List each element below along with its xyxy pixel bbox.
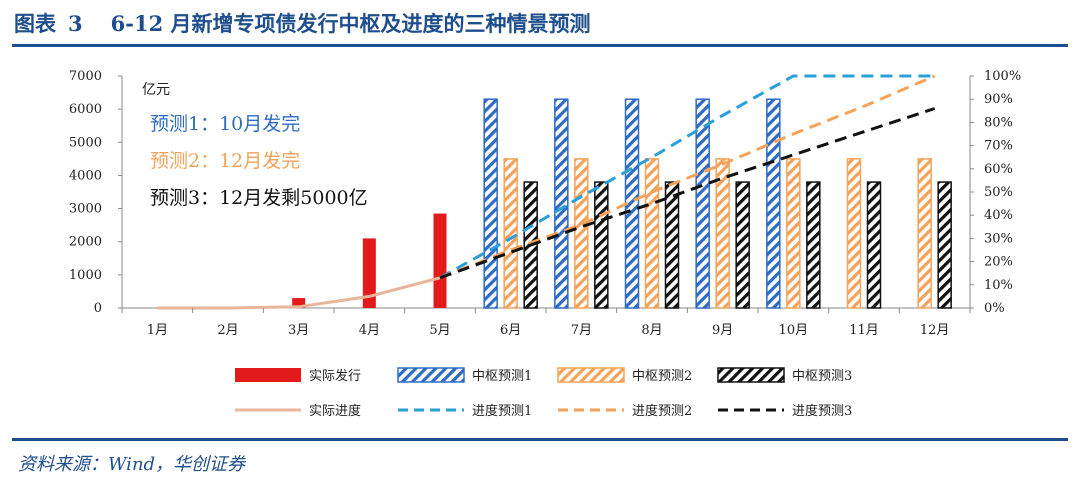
y2-tick-label: 0%	[984, 301, 1005, 316]
bar-中枢预测1-7月	[554, 98, 569, 309]
x-tick-label: 12月	[920, 323, 950, 338]
y-tick-label: 6000	[69, 102, 102, 117]
annotation-1: 预测1：10月发完	[150, 113, 300, 135]
y2-tick-label: 80%	[984, 115, 1013, 130]
legend-label-实际进度: 实际进度	[309, 403, 361, 419]
y2-tick-label: 30%	[984, 231, 1013, 246]
x-tick-label: 1月	[147, 323, 168, 338]
axes: 0 1000 2000 3000 4000 5000 6000 7000 0% 10% 20% 30%…	[69, 69, 1021, 338]
line-进度预测2	[439, 74, 936, 280]
bar-中枢预测3-8月	[664, 181, 680, 309]
annotation-2: 预测2：12月发完	[150, 150, 300, 172]
bar-中枢预测2-7月	[574, 158, 589, 309]
bar-中枢预测2-6月	[503, 158, 518, 309]
x-tick-label: 10月	[779, 323, 809, 338]
bar-中枢预测3-10月	[806, 181, 821, 309]
y2-tick-label: 40%	[984, 208, 1013, 223]
y-tick-label: 0	[94, 301, 102, 316]
legend: 实际发行 中枢预测1 中枢预测2 中枢预测3 实际进度 进度预测1 进度预测2 进度预测3	[235, 367, 852, 419]
bar-实际发行-5月	[433, 213, 447, 308]
y2-tick-label: 90%	[984, 92, 1013, 107]
legend-swatch-实际发行	[235, 368, 301, 382]
y2-tick-label: 20%	[984, 255, 1013, 270]
bar-中枢预测2-8月	[644, 158, 660, 309]
x-tick-label: 9月	[712, 323, 733, 338]
source-note: 资料来源：Wind，华创证券	[18, 454, 246, 475]
x-tick-label: 3月	[288, 323, 309, 338]
bar-中枢预测3-7月	[594, 181, 609, 309]
y-tick-label: 3000	[69, 202, 102, 217]
line-进度预测1	[439, 74, 935, 280]
x-tick-label: 5月	[429, 323, 450, 338]
legend-swatch-中枢预测1	[397, 367, 465, 383]
bar-中枢预测3-11月	[866, 181, 882, 309]
legend-label-中枢预测2: 中枢预测2	[632, 369, 692, 384]
bar-中枢预测3-9月	[735, 181, 750, 309]
bar-中枢预测3-12月	[937, 181, 952, 309]
y2-tick-label: 100%	[984, 69, 1021, 84]
y-tick-label: 7000	[69, 69, 102, 84]
title-rule	[12, 44, 1068, 47]
bar-中枢预测1-6月	[483, 98, 498, 309]
x-tick-label: 6月	[500, 323, 521, 338]
legend-swatch-中枢预测3	[717, 367, 785, 383]
x-tick-label: 7月	[571, 323, 592, 338]
x-tick-label: 2月	[217, 323, 238, 338]
figure-label: 图表	[14, 11, 56, 36]
bar-中枢预测2-11月	[846, 158, 862, 309]
bar-实际发行-3月	[292, 298, 306, 308]
bar-实际发行-4月	[362, 238, 376, 308]
y-tick-label: 2000	[69, 235, 102, 250]
figure-title-text: 6-12 月新增专项债发行中枢及进度的三种情景预测	[110, 11, 591, 36]
legend-label-进度预测2: 进度预测2	[632, 403, 692, 419]
legend-label-进度预测1: 进度预测1	[472, 403, 532, 419]
legend-label-实际发行: 实际发行	[309, 368, 361, 384]
bar-中枢预测2-12月	[917, 158, 932, 309]
y-tick-label: 1000	[69, 268, 102, 283]
y-tick-label: 5000	[69, 135, 102, 150]
bar-中枢预测2-9月	[715, 158, 730, 309]
figure-title: 图表 3 6-12 月新增专项债发行中枢及进度的三种情景预测	[14, 6, 591, 42]
line-layer	[157, 74, 936, 310]
legend-swatch-中枢预测2	[557, 367, 625, 383]
x-tick-label: 11月	[849, 323, 879, 338]
y2-tick-label: 50%	[984, 185, 1013, 200]
source-rule	[12, 438, 1068, 441]
line-进度预测3	[439, 107, 936, 280]
bar-中枢预测2-10月	[786, 158, 801, 309]
line-实际进度	[157, 276, 441, 310]
y2-tick-label: 70%	[984, 139, 1013, 154]
x-tick-label: 4月	[359, 323, 380, 338]
legend-label-中枢预测3: 中枢预测3	[792, 369, 852, 384]
x-tick-label: 8月	[641, 323, 662, 338]
bar-中枢预测1-9月	[695, 98, 710, 309]
y2-tick-label: 60%	[984, 162, 1013, 177]
bar-中枢预测1-10月	[766, 98, 781, 309]
bar-layer	[292, 98, 952, 309]
figure-number: 3	[68, 11, 83, 36]
y-tick-label: 4000	[69, 168, 102, 183]
legend-label-中枢预测1: 中枢预测1	[472, 369, 532, 384]
y-unit-label: 亿元	[142, 82, 170, 98]
combo-chart: 0 1000 2000 3000 4000 5000 6000 7000 0% 10% 20% 30%…	[69, 69, 1021, 419]
y2-tick-label: 10%	[984, 278, 1013, 293]
annotation-3: 预测3：12月发剩5000亿	[150, 187, 368, 209]
legend-label-进度预测3: 进度预测3	[792, 403, 852, 419]
